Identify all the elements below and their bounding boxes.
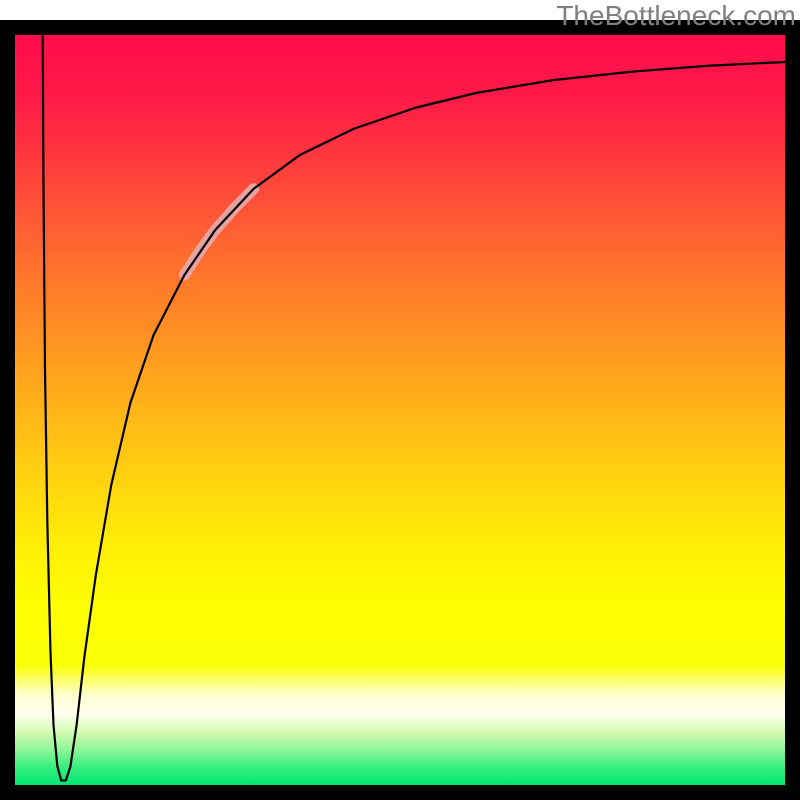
plot-gradient-fill bbox=[15, 35, 785, 785]
watermark-text: TheBottleneck.com bbox=[556, 0, 796, 32]
chart-background bbox=[0, 0, 800, 800]
